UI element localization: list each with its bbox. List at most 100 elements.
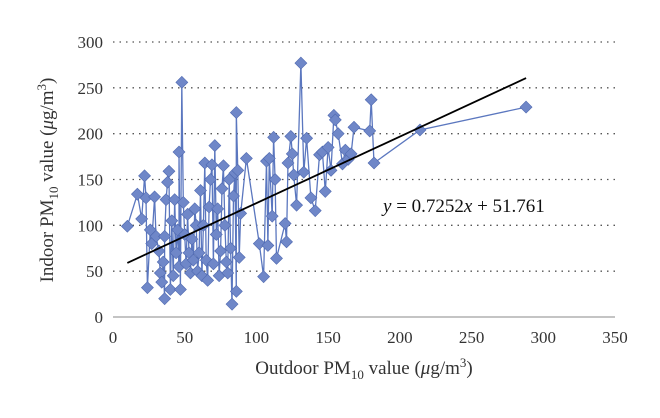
- trendline: [126, 77, 527, 264]
- data-point: [221, 266, 235, 280]
- equation-y: y: [381, 196, 392, 217]
- data-point: [367, 156, 381, 170]
- y-axis-title-sub: 10: [46, 187, 61, 200]
- data-point: [175, 75, 189, 89]
- x-tick-label: 200: [387, 328, 413, 347]
- x-tick-label: 300: [531, 328, 557, 347]
- data-point: [308, 204, 322, 218]
- data-point: [519, 100, 533, 114]
- y-axis-title-unit: g/m: [37, 90, 58, 120]
- data-point: [232, 250, 246, 264]
- data-point: [267, 130, 281, 144]
- data-point: [169, 246, 183, 260]
- data-point: [138, 169, 151, 183]
- data-point: [231, 163, 245, 177]
- data-point: [166, 269, 180, 283]
- data-point: [205, 158, 219, 172]
- data-point: [224, 241, 238, 255]
- y-tick-label: 200: [78, 125, 104, 144]
- trendline-equation: y = 0.7252x + 51.761: [381, 196, 545, 217]
- data-point: [239, 151, 253, 165]
- data-point: [176, 195, 190, 209]
- data-point: [284, 129, 298, 143]
- data-point: [149, 229, 163, 243]
- data-point: [229, 106, 243, 120]
- data-point: [300, 131, 314, 145]
- data-point: [159, 193, 173, 207]
- x-axis-title-pre: Outdoor PM: [255, 358, 351, 379]
- data-series: [120, 56, 533, 311]
- data-point: [152, 244, 166, 258]
- x-tick-label: 250: [459, 328, 485, 347]
- data-point: [192, 246, 206, 260]
- data-point: [363, 124, 377, 138]
- data-point: [229, 284, 243, 298]
- data-point: [120, 219, 134, 233]
- data-point: [217, 159, 230, 173]
- equation-x: x: [463, 196, 473, 217]
- data-point: [219, 255, 233, 269]
- data-point: [278, 217, 292, 230]
- y-axis-title-sup: 3: [34, 84, 49, 91]
- data-point: [155, 275, 169, 289]
- data-point: [285, 147, 299, 161]
- data-point: [321, 140, 335, 154]
- data-point: [172, 145, 186, 159]
- data-point: [252, 237, 266, 251]
- data-point: [261, 239, 275, 252]
- data-point: [148, 190, 162, 204]
- tick-labels: 0 50 100 150 200 250 300 0 50 100 150 200 250 300 350: [78, 33, 628, 347]
- data-point: [257, 270, 271, 284]
- x-tick-label: 0: [109, 328, 118, 347]
- data-point: [281, 156, 295, 170]
- data-point: [188, 202, 202, 216]
- y-axis-title: Indoor PM10 value (μg/m3): [34, 78, 61, 283]
- data-point: [294, 56, 308, 70]
- data-point: [304, 191, 318, 205]
- data-point: [208, 139, 222, 153]
- data-point: [413, 123, 427, 137]
- data-point: [209, 228, 223, 241]
- y-tick-label: 50: [86, 262, 103, 281]
- data-point: [215, 182, 229, 196]
- equation-slope: = 0.7252: [391, 196, 463, 217]
- x-tick-label: 150: [315, 328, 341, 347]
- data-point: [290, 198, 304, 212]
- data-point: [158, 292, 172, 306]
- data-point: [165, 214, 179, 228]
- data-point: [328, 113, 342, 127]
- data-point: [194, 184, 207, 197]
- data-point: [270, 251, 283, 265]
- y-tick-label: 150: [78, 171, 104, 190]
- data-point: [331, 127, 345, 141]
- data-point: [181, 207, 195, 221]
- data-point: [262, 151, 276, 165]
- x-axis-title-close: ): [466, 358, 472, 379]
- data-point: [287, 168, 301, 182]
- data-point: [227, 189, 240, 203]
- x-axis-title-sub: 10: [351, 367, 364, 382]
- data-point: [140, 281, 154, 295]
- x-axis-title: Outdoor PM10 value (μg/m3): [255, 355, 472, 382]
- data-point: [265, 209, 279, 223]
- data-point: [158, 229, 172, 243]
- y-axis-title-close: ): [37, 78, 58, 84]
- x-tick-label: 100: [244, 328, 270, 347]
- x-axis-title-unit: g/m: [430, 358, 460, 379]
- data-point: [163, 283, 177, 296]
- y-tick-label: 300: [78, 33, 104, 52]
- data-point: [297, 165, 311, 179]
- y-tick-label: 100: [78, 216, 104, 235]
- data-point: [206, 257, 220, 271]
- y-axis-title-mu: μ: [37, 120, 58, 131]
- data-point: [218, 218, 232, 232]
- data-point: [185, 232, 199, 246]
- y-tick-label: 250: [78, 79, 104, 98]
- equation-intercept: + 51.761: [472, 196, 544, 217]
- x-tick-label: 50: [176, 328, 193, 347]
- y-axis-title-post: value (: [37, 130, 58, 187]
- data-point: [161, 175, 174, 189]
- data-point: [364, 93, 378, 107]
